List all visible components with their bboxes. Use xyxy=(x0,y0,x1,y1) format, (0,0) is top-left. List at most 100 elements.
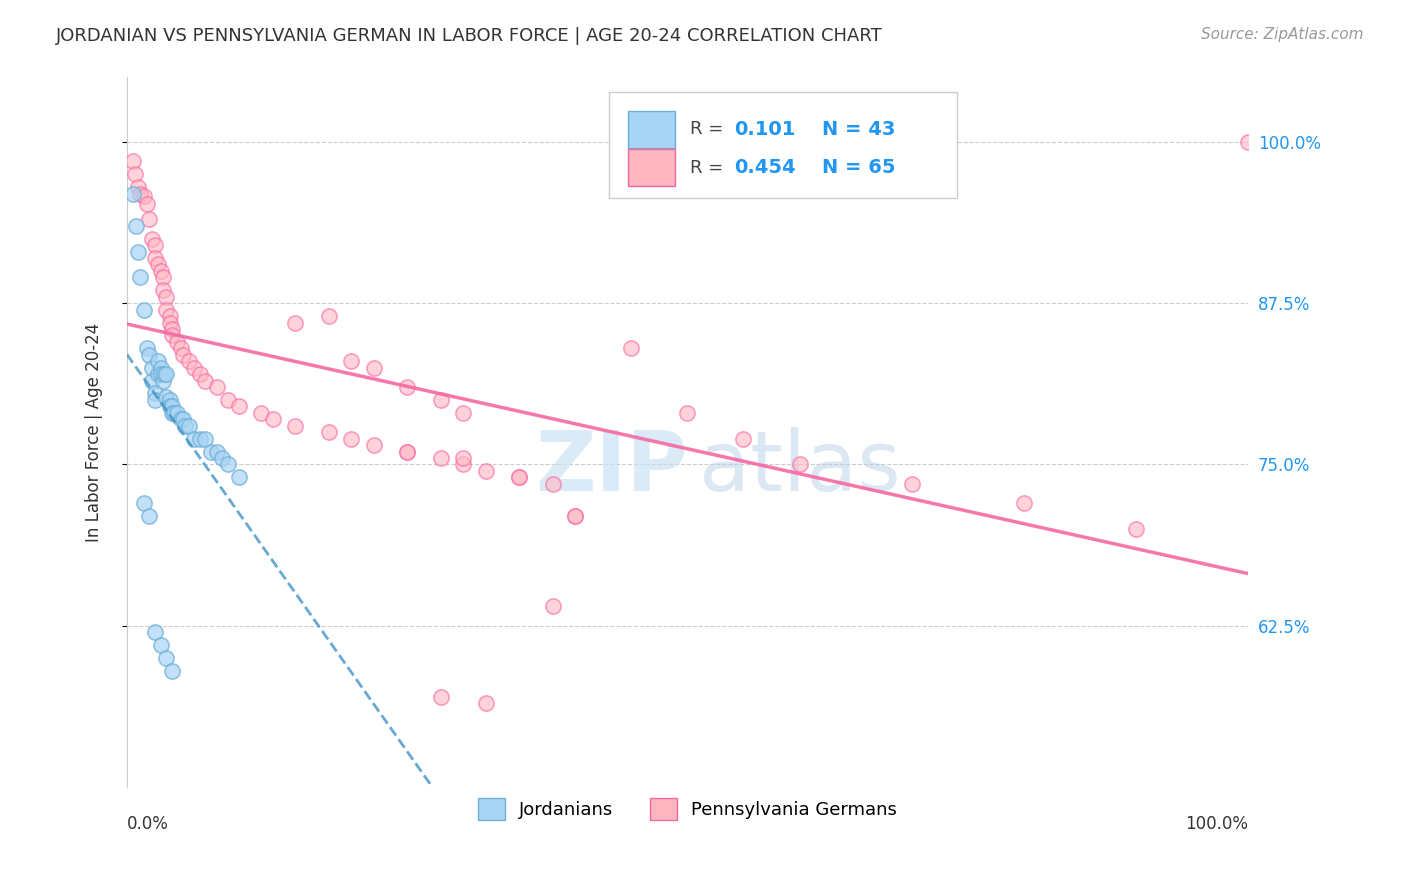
Point xyxy=(1237,135,1260,149)
Point xyxy=(138,348,160,362)
Point xyxy=(132,496,155,510)
Point xyxy=(508,470,530,484)
Point xyxy=(396,380,419,394)
Point xyxy=(155,302,177,317)
Point xyxy=(141,360,163,375)
Point xyxy=(149,264,172,278)
Point xyxy=(160,322,183,336)
Text: Source: ZipAtlas.com: Source: ZipAtlas.com xyxy=(1201,27,1364,42)
Point xyxy=(148,258,170,272)
Point xyxy=(121,186,143,201)
Text: R =: R = xyxy=(690,120,728,138)
Point xyxy=(363,438,385,452)
Point xyxy=(430,392,453,407)
Point xyxy=(340,354,363,368)
Text: ZIP: ZIP xyxy=(534,427,688,508)
Point xyxy=(136,342,159,356)
Point xyxy=(177,418,200,433)
Point xyxy=(143,238,166,252)
Point xyxy=(262,412,284,426)
Point xyxy=(143,251,166,265)
Point xyxy=(148,367,170,381)
Point xyxy=(160,664,183,678)
Point xyxy=(160,400,183,414)
Point xyxy=(143,392,166,407)
Point xyxy=(211,450,233,465)
Text: 0.0%: 0.0% xyxy=(127,815,169,833)
Point xyxy=(363,360,385,375)
Point xyxy=(205,444,228,458)
Point xyxy=(174,418,197,433)
Point xyxy=(620,342,643,356)
Point xyxy=(159,309,181,323)
Point xyxy=(132,302,155,317)
Point xyxy=(900,476,922,491)
Point xyxy=(127,244,149,259)
Point xyxy=(138,212,160,227)
Point xyxy=(284,418,307,433)
Point xyxy=(166,334,188,349)
Point xyxy=(541,599,564,614)
Point xyxy=(183,360,205,375)
Point xyxy=(318,425,340,440)
Point xyxy=(141,232,163,246)
Point xyxy=(217,392,239,407)
Point xyxy=(228,470,250,484)
Point xyxy=(155,390,177,404)
Point xyxy=(149,367,172,381)
FancyBboxPatch shape xyxy=(609,92,956,198)
Point xyxy=(228,400,250,414)
Point xyxy=(127,180,149,194)
Bar xyxy=(628,149,675,186)
Point xyxy=(143,386,166,401)
Point xyxy=(564,509,586,524)
Point xyxy=(733,432,755,446)
Point xyxy=(172,412,194,426)
Bar xyxy=(628,112,675,148)
Point xyxy=(152,283,174,297)
Point xyxy=(340,432,363,446)
Point xyxy=(284,316,307,330)
Point xyxy=(138,509,160,524)
Point xyxy=(451,458,474,472)
Point xyxy=(159,392,181,407)
Point xyxy=(188,432,211,446)
Point xyxy=(159,316,181,330)
Text: N = 65: N = 65 xyxy=(823,158,896,177)
Point xyxy=(149,360,172,375)
Point xyxy=(152,270,174,285)
Point xyxy=(676,406,699,420)
Point xyxy=(217,458,239,472)
Text: atlas: atlas xyxy=(699,427,900,508)
Point xyxy=(188,367,211,381)
Y-axis label: In Labor Force | Age 20-24: In Labor Force | Age 20-24 xyxy=(86,323,103,541)
Point xyxy=(148,354,170,368)
Point xyxy=(132,189,155,203)
Point xyxy=(789,458,811,472)
Point xyxy=(451,450,474,465)
Text: 0.454: 0.454 xyxy=(734,158,796,177)
Point xyxy=(170,342,193,356)
Point xyxy=(159,400,181,414)
Point xyxy=(194,374,217,388)
Point xyxy=(141,374,163,388)
Point xyxy=(451,406,474,420)
Point xyxy=(153,367,176,381)
Point xyxy=(129,270,152,285)
Point xyxy=(125,219,148,233)
Point xyxy=(541,476,564,491)
Text: 0.101: 0.101 xyxy=(734,120,796,139)
Point xyxy=(564,509,586,524)
Point xyxy=(155,651,177,665)
Point xyxy=(129,186,152,201)
Point xyxy=(396,444,419,458)
Point xyxy=(155,290,177,304)
Point xyxy=(205,380,228,394)
Point xyxy=(136,197,159,211)
Point xyxy=(163,406,186,420)
Point xyxy=(474,696,496,710)
Point xyxy=(160,406,183,420)
Point xyxy=(508,470,530,484)
Point xyxy=(149,638,172,652)
Point xyxy=(430,450,453,465)
